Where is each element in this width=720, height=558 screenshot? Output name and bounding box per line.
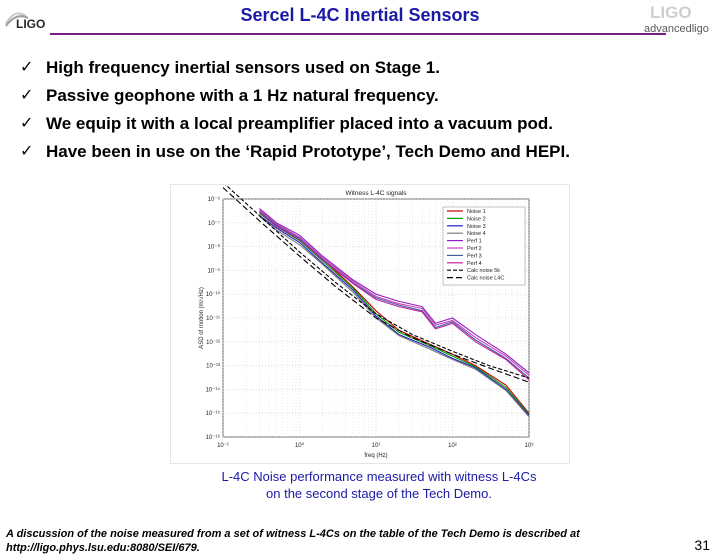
figure-caption: L-4C Noise performance measured with wit… (170, 468, 588, 502)
caption-line: L-4C Noise performance measured with wit… (221, 469, 537, 484)
x-tick-label: 10⁰ (295, 442, 305, 449)
legend-label: Noise 4 (467, 231, 486, 237)
series-line (259, 210, 530, 379)
advanced-ligo-logo: LIGO advancedligo (644, 3, 709, 35)
series-line (259, 212, 530, 415)
bullet-text: High frequency inertial sensors used on … (46, 58, 440, 77)
bullet-item: ✓ Have been in use on the ‘Rapid Prototyp… (20, 140, 570, 168)
footnote: A discussion of the noise measured from … (6, 527, 666, 555)
chart-title: Witness L-4C signals (345, 190, 407, 197)
series-line (222, 187, 530, 383)
x-tick-label: 10⁻¹ (217, 443, 229, 449)
footnote-text: A discussion of the noise measured from … (6, 528, 580, 540)
series-line (259, 215, 530, 416)
checkmark-icon: ✓ (20, 115, 34, 132)
y-tick-label: 10⁻⁸ (208, 244, 221, 251)
noise-plot: 10⁻¹ 10⁰ 10¹ 10² 10³ 10⁻⁶ 10⁻⁷ 10⁻⁸ 10⁻⁹ 10⁻¹⁰ 10⁻… (170, 181, 570, 464)
checkmark-icon: ✓ (20, 59, 34, 76)
page-number: 31 (694, 537, 710, 553)
bullet-item: ✓ Passive geophone with a 1 Hz natural fr… (20, 84, 570, 112)
y-tick-label: 10⁻¹³ (206, 364, 220, 370)
bullet-list: ✓ High frequency inertial sensors used on… (20, 56, 570, 168)
y-tick-label: 10⁻⁷ (208, 220, 220, 227)
footnote-link[interactable]: http://ligo.phys.lsu.edu:8080/SEI/679. (6, 542, 200, 554)
checkmark-icon: ✓ (20, 87, 34, 104)
legend-label: Perf 3 (467, 253, 482, 259)
x-tick-label: 10³ (525, 443, 534, 449)
series-line (259, 208, 530, 374)
y-axis-label: ASD of motion (m/√Hz) (198, 287, 205, 349)
x-axis-label: freq (Hz) (364, 453, 387, 459)
noise-plot-svg: 10⁻¹ 10⁰ 10¹ 10² 10³ 10⁻⁶ 10⁻⁷ 10⁻⁸ 10⁻⁹ 10⁻¹⁰ 10⁻… (198, 181, 534, 459)
checkmark-icon: ✓ (20, 143, 34, 160)
legend-label: Calc noise 5k (467, 268, 500, 274)
series-line (259, 211, 530, 381)
y-tick-label: 10⁻¹⁶ (206, 434, 221, 441)
bullet-item: ✓ High frequency inertial sensors used on… (20, 56, 570, 84)
legend-label: Noise 1 (467, 209, 486, 215)
bullet-text: Have been in use on the ‘Rapid Prototype… (46, 142, 570, 161)
bullet-item: ✓ We equip it with a local preamplifier p… (20, 112, 570, 140)
slide-title: Sercel L-4C Inertial Sensors (240, 5, 480, 25)
y-tick-label: 10⁻¹⁴ (206, 386, 221, 393)
x-tick-label: 10² (448, 443, 457, 449)
legend-box (442, 206, 526, 286)
legend-label: Perf 1 (467, 239, 482, 245)
advanced-ligo-logo-bottom-text: advancedligo (644, 23, 709, 35)
legend-label: Perf 4 (467, 261, 482, 267)
series-line (259, 216, 530, 418)
caption-line: on the second stage of the Tech Demo. (266, 486, 492, 501)
legend-label: Noise 3 (467, 224, 486, 230)
title-divider (50, 33, 666, 35)
bullet-text: We equip it with a local preamplifier pl… (46, 114, 553, 133)
y-tick-label: 10⁻¹² (206, 340, 220, 346)
legend-label: Calc noise L4C (467, 276, 504, 282)
ligo-logo-text: LIGO (16, 17, 45, 30)
y-tick-label: 10⁻¹⁰ (206, 291, 221, 298)
ligo-logo: LIGO (5, 12, 45, 30)
y-tick-label: 10⁻¹⁵ (206, 410, 221, 417)
y-tick-label: 10⁻⁹ (208, 267, 221, 274)
series-line (222, 181, 530, 379)
bullet-text: Passive geophone with a 1 Hz natural fre… (46, 86, 439, 105)
x-tick-label: 10¹ (372, 443, 381, 449)
y-tick-label: 10⁻⁶ (208, 196, 221, 203)
legend-label: Noise 2 (467, 216, 486, 222)
series-line (259, 209, 530, 376)
y-tick-label: 10⁻¹¹ (206, 316, 220, 322)
advanced-ligo-logo-top-text: LIGO (650, 3, 692, 22)
legend-label: Perf 2 (467, 246, 482, 252)
